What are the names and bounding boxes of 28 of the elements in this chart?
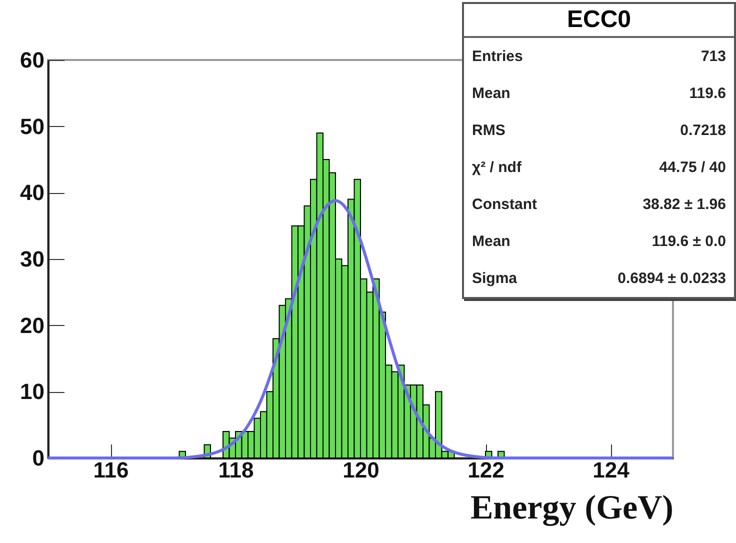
x-tick-label: 122 [468, 458, 504, 482]
y-tick-label: 40 [20, 180, 44, 206]
x-axis-title: Energy (GeV) [470, 490, 674, 526]
y-tick-label: 60 [20, 48, 44, 72]
y-tick-label: 20 [20, 312, 44, 338]
annotation: Entries [472, 48, 523, 65]
annotation: 119.6 ± 0.0 [652, 233, 726, 250]
x-tick-label: 120 [342, 458, 380, 482]
annotation: Mean [472, 85, 510, 102]
annotation: RMS [472, 122, 506, 139]
annotation: 38.82 ± 1.96 [642, 196, 726, 213]
annotation: Sigma [472, 270, 518, 287]
y-tick-label: 0 [32, 446, 44, 470]
y-tick-label: 10 [20, 379, 44, 404]
x-tick-label: 124 [592, 458, 630, 482]
x-tick-label: 118 [218, 458, 254, 482]
annotation: Mean [472, 233, 510, 250]
x-tick-label: 116 [93, 458, 129, 482]
text: 119.6 [689, 85, 726, 102]
annotation: 0.6894 ± 0.0233 [618, 270, 726, 287]
text: 713 [700, 48, 726, 65]
y-tick-label: 30 [20, 246, 44, 272]
annotation: 44.75 / 40 [659, 159, 726, 176]
text: 0.7218 [680, 122, 726, 139]
y-tick-label: 50 [20, 114, 44, 139]
annotation: χ² / ndf [472, 159, 522, 176]
annotation: Constant [472, 196, 537, 213]
chart-title: ECC0 [464, 4, 734, 38]
